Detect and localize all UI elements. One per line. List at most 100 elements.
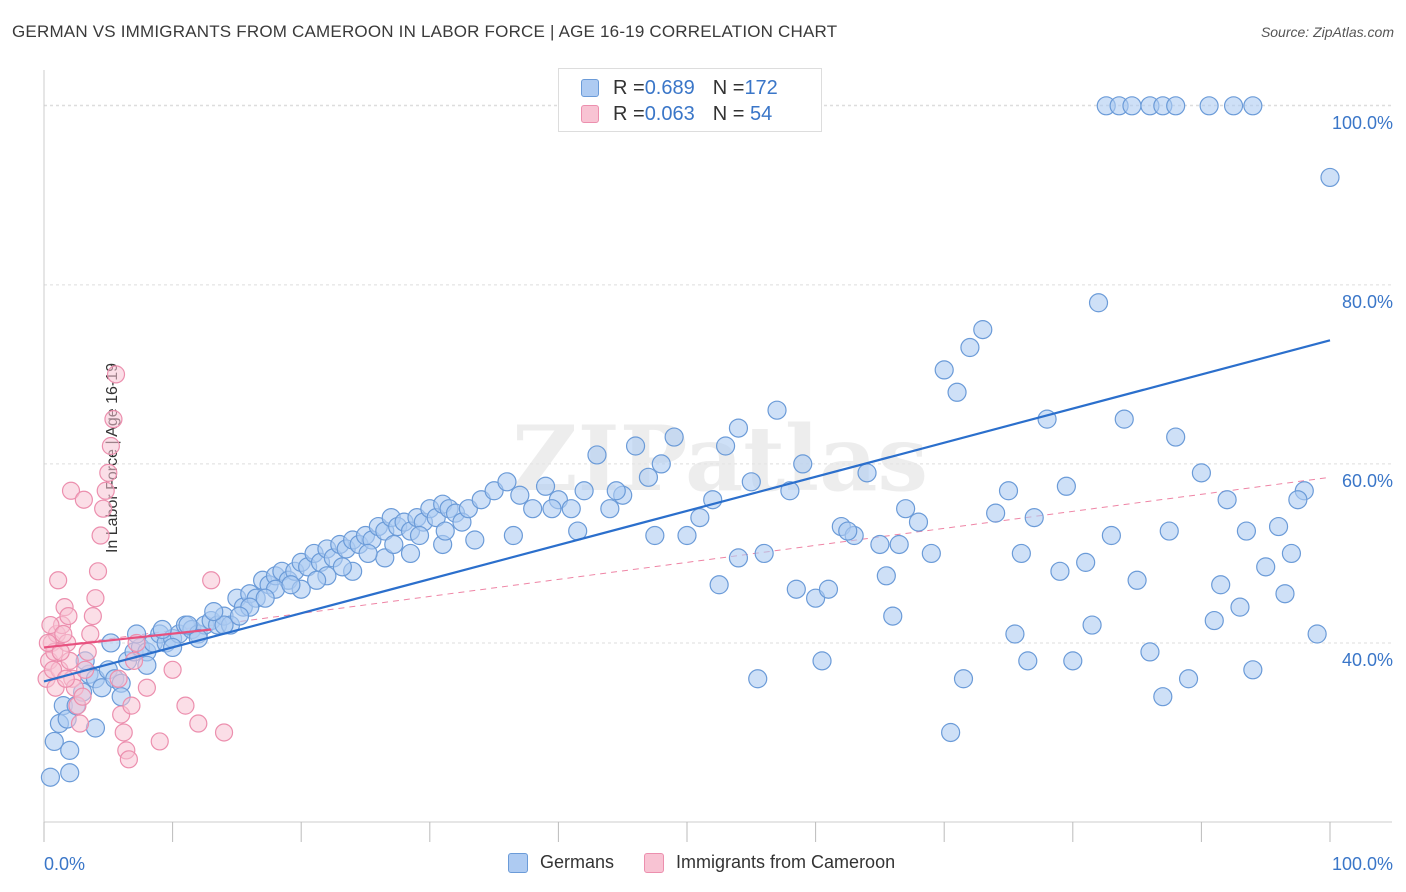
cameroon-point [202,571,221,590]
cameroon-point [74,490,93,509]
cameroon-point [99,463,118,482]
legend-swatch-germans [508,852,528,873]
legend-n-label: N = [712,76,745,99]
germans-point [1011,543,1031,564]
germans-point [921,543,941,564]
germans-point [754,543,774,564]
germans-point [1101,525,1121,546]
germans-point [1018,651,1038,671]
source-label: Source: ZipAtlas.com [1260,24,1394,40]
germans-point [941,722,961,743]
germans-point [1230,597,1250,617]
germans-point [60,740,80,760]
germans-point [1005,624,1025,644]
germans-point [1217,490,1237,510]
germans-point [793,454,813,474]
germans-point [690,508,710,528]
germans-point [503,525,523,546]
legend-item-cameroon[interactable]: Immigrants from Cameroon [644,852,895,873]
germans-point [1211,575,1231,595]
cameroon-point [176,696,195,715]
germans-point [535,476,556,496]
germans-point [1243,96,1263,116]
germans-point [600,499,620,519]
germans-point [40,767,61,787]
germans-point [281,575,301,595]
germans-point [332,557,352,577]
germans-point [715,436,736,456]
germans-point [908,512,929,532]
germans-point [1191,463,1212,483]
legend-r-value: 0.689 [644,76,695,99]
germans-point [818,579,839,599]
germans-point [1127,570,1147,590]
germans-point [1243,660,1263,680]
germans-point [838,521,858,541]
germans-point [664,427,684,447]
germans-point [384,534,404,555]
legend-label-germans: Germans [540,852,615,872]
germans-point [953,669,974,689]
germans-point [574,481,594,501]
cameroon-point [81,624,100,644]
germans-point [998,481,1019,501]
germans-point [1159,521,1179,541]
germans-point [1281,543,1302,564]
legend-n-value: 54 [744,102,773,125]
cameroon-point [106,365,126,384]
germans-point [1166,96,1186,116]
cameroon-point [83,606,102,626]
legend-swatch-cameroon [581,105,599,123]
cameroon-point [189,714,208,733]
germans-point [780,481,800,501]
legend-label-cameroon: Immigrants from Cameroon [676,852,896,872]
germans-point [561,499,581,519]
germans-point [1223,96,1244,116]
germans-point [1082,615,1102,635]
cameroon-point [54,624,73,644]
cameroon-point [41,615,60,635]
cameroon-point [163,660,182,679]
cameroon-point [119,750,138,769]
germans-point [1153,687,1173,707]
germans-point [204,602,224,622]
germans-point [1024,508,1044,528]
germans-point [400,543,421,564]
germans-point [497,472,517,492]
germans-point [645,525,665,546]
cameroon-point [73,687,92,706]
cameroon-point [61,481,81,500]
legend-r-label: R = [613,102,645,125]
legend-item-germans[interactable]: Germans [508,852,614,873]
germans-point [709,575,729,595]
cameroon-point [94,499,113,518]
cameroon-point [137,678,156,697]
x-tick-label: 0.0% [44,854,85,874]
x-tick-label: 100.0% [1332,854,1393,874]
cameroon-point [104,410,123,429]
cameroon-point [88,562,108,581]
germans-point [728,548,749,568]
cameroon-point [70,714,90,733]
germans-point [1088,293,1109,313]
y-tick-label: 100.0% [1332,113,1393,133]
germans-point [876,566,896,586]
germans-point [741,472,761,492]
germans-point [1307,624,1327,644]
cameroon-point [109,669,128,688]
cameroon-point [91,526,110,545]
germans-point [1204,610,1224,631]
germans-point [625,436,646,456]
cameroon-point [56,669,75,688]
germans-point [889,534,909,555]
germans-point [587,445,607,465]
cameroon-point [122,696,141,715]
cameroon-point [51,642,70,662]
germans-point [307,570,327,590]
y-tick-label: 60.0% [1342,471,1393,491]
germans-point [1320,167,1340,188]
germans-point [101,633,121,653]
cameroon-point [96,481,115,500]
legend-row-germans: R = 0.689 N = 172 [581,75,778,101]
